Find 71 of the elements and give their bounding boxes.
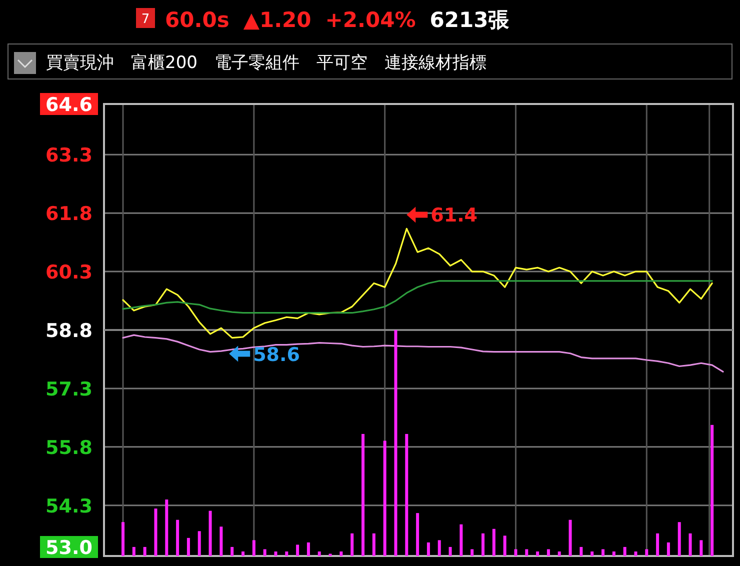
line-series [122,280,713,314]
bar [230,546,234,556]
bar [154,508,158,556]
bar [426,542,430,556]
bar [612,551,616,556]
bar [460,524,463,556]
annotation: 58.6 [253,344,300,366]
y-tick-label: 64.6 [46,94,92,116]
y-tick-label: 63.3 [46,144,92,167]
y-tick-label: 61.8 [46,203,92,226]
bar [186,538,190,556]
bar [536,551,540,556]
bar [143,546,146,556]
bar [438,540,441,556]
bar [198,531,201,556]
bar [546,549,550,556]
bar [590,551,594,556]
bar [122,522,124,556]
text: 7 [141,12,150,27]
bar [503,536,506,556]
bar [362,434,364,556]
bar [242,551,244,556]
y-tick-label: 58.8 [46,320,92,342]
y-tick-label: 57.3 [46,378,92,400]
bar [492,528,496,556]
chart-title: 60.0s ▲1.20 +2.04% 6213張 [165,8,510,32]
bar [416,513,420,556]
bar [482,533,484,556]
bar [558,551,561,556]
bar [568,520,572,556]
bar [656,533,660,556]
bar [263,549,266,556]
bar [208,510,212,556]
bar [165,500,168,556]
bar [132,546,136,556]
bar [350,533,354,556]
bar [678,522,681,556]
line-series [122,228,713,339]
bar [634,551,638,556]
y-tick-label: 55.8 [46,436,92,459]
y-tick-label: 54.3 [46,495,92,518]
bar [306,542,310,556]
bar [220,526,223,556]
bar [252,540,256,556]
bar [383,440,386,556]
bar [318,551,321,556]
y-tick-label: 60.3 [46,262,92,284]
bar [666,542,670,556]
bar [448,546,452,556]
bar [700,540,703,556]
annotation: 61.4 [430,204,478,227]
bar [372,533,376,556]
bar [340,551,343,556]
bar [688,533,692,556]
bar [710,424,714,556]
bar [602,549,604,556]
bar [296,544,300,556]
chart-subtitle: 買賣現沖 富櫃200 電子零組件 平可空 連接線材指標 [46,53,486,73]
bar [176,520,180,556]
bar [405,434,408,556]
bar [580,546,583,556]
bar [645,549,648,556]
bar [394,330,398,556]
bar [285,551,288,556]
bar [470,549,474,556]
y-tick-label: 53.0 [46,537,92,559]
bar [525,549,528,556]
bar [514,549,518,556]
bar [274,551,278,556]
line-series [122,334,724,372]
bar [623,546,626,556]
